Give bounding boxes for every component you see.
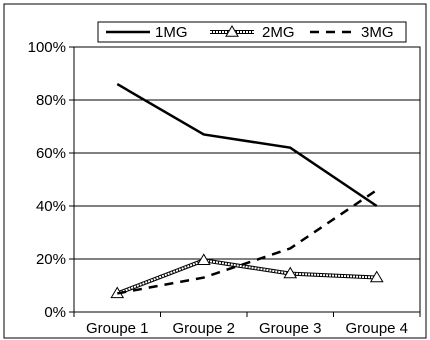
y-tick-label: 100% <box>28 39 66 56</box>
series-marker-triangle <box>196 253 211 266</box>
x-axis: Groupe 1 Groupe 2 Groupe 3 Groupe 4 <box>73 312 421 337</box>
series-marker-triangle <box>283 266 298 279</box>
series-3MG <box>117 189 378 295</box>
legend: 1MG 2MG 3MG <box>97 21 407 43</box>
series-line-3MG <box>117 189 378 295</box>
legend-label: 3MG <box>361 24 394 41</box>
x-tick-label: Groupe 1 <box>86 320 149 337</box>
y-tick-label: 80% <box>36 92 66 109</box>
series-line-1MG <box>116 83 378 208</box>
series-group <box>110 83 384 299</box>
y-axis: 0% 20% 40% 60% 80% 100% <box>28 39 74 321</box>
series-marker-triangle <box>225 25 239 37</box>
legend-label: 1MG <box>155 24 188 41</box>
x-tick-label: Groupe 4 <box>345 320 408 337</box>
y-tick-label: 40% <box>36 198 66 215</box>
y-tick-label: 0% <box>44 304 66 321</box>
series-marker-triangle <box>369 270 384 283</box>
y-tick-label: 60% <box>36 145 66 162</box>
series-line-2MG-inner <box>116 259 377 295</box>
chart-frame <box>3 3 427 339</box>
y-tick-label: 20% <box>36 251 66 268</box>
x-tick-label: Groupe 3 <box>259 320 322 337</box>
gridlines <box>74 99 420 260</box>
legend-label: 2MG <box>262 24 295 41</box>
x-tick-label: Groupe 2 <box>172 320 235 337</box>
series-1MG <box>116 83 378 208</box>
